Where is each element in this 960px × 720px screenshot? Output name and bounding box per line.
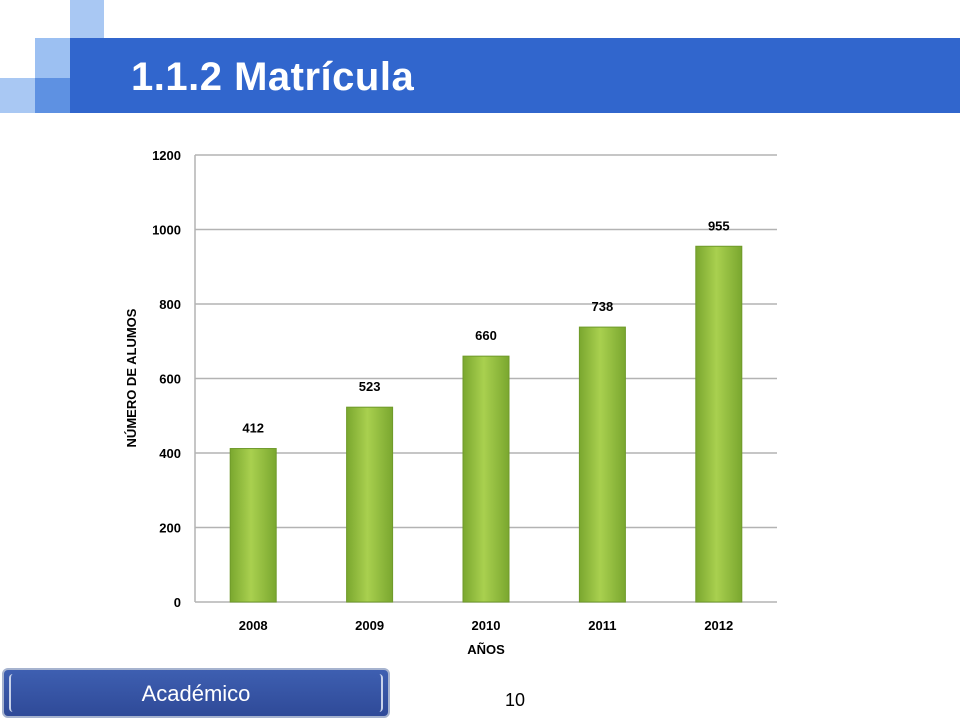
page-number: 10 [504, 690, 526, 710]
x-tick-label: 2011 [588, 618, 616, 633]
bar [578, 326, 626, 603]
footer-label: Académico [141, 681, 251, 706]
title-bar [70, 38, 960, 113]
bar [346, 406, 394, 603]
y-axis-title: NÚMERO DE ALUMOS [124, 308, 139, 447]
y-tick-label: 600 [159, 372, 181, 387]
decor-square [35, 78, 70, 113]
bar [695, 245, 743, 603]
data-label: 738 [592, 299, 614, 314]
x-tick-label: 2009 [355, 618, 384, 633]
labels: 0 200 400 600 800 1000 1200 412 2008 523 2009 660 20… [152, 148, 733, 633]
data-label: 955 [708, 218, 730, 233]
y-tick-label: 400 [159, 446, 181, 461]
y-tick-label: 200 [159, 521, 181, 536]
data-label: 523 [359, 379, 381, 394]
bar [462, 355, 510, 603]
y-tick-label: 1000 [152, 223, 181, 238]
x-tick-label: 2008 [239, 618, 268, 633]
decor-square [0, 78, 35, 113]
bar [229, 448, 277, 603]
data-label: 660 [475, 328, 497, 343]
y-tick-label: 800 [159, 297, 181, 312]
y-tick-label: 1200 [152, 148, 181, 163]
y-tick-label: 0 [174, 595, 181, 610]
data-label: 412 [242, 421, 264, 436]
x-tick-label: 2010 [472, 618, 501, 633]
footer-section-tab: Académico [2, 668, 390, 718]
x-tick-label: 2012 [704, 618, 733, 633]
x-axis-title: AÑOS [467, 642, 505, 657]
decor-square [70, 0, 104, 38]
bars [229, 245, 743, 603]
page-title: 1.1.2 Matrícula [131, 55, 415, 99]
